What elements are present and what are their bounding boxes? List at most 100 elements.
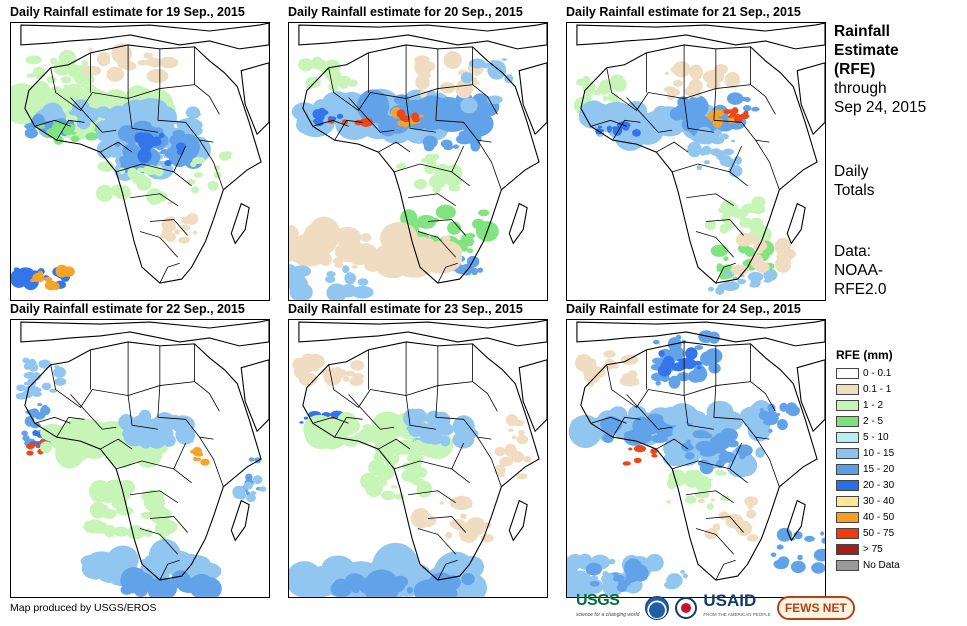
country-border (405, 98, 436, 133)
country-border (715, 262, 736, 284)
legend-label: > 75 (863, 543, 883, 555)
country-border (656, 141, 689, 153)
country-border (705, 219, 744, 236)
country-border (612, 119, 641, 141)
country-border (127, 395, 158, 430)
country-border (683, 46, 751, 99)
country-border (130, 193, 178, 206)
country-border (405, 46, 473, 99)
legend-item: 1 - 2 (836, 397, 956, 413)
product-title: Rainfall Estimate (RFE) through Sep 24, … (834, 22, 926, 117)
data-line: RFE2.0 (834, 281, 887, 298)
country-border (378, 438, 411, 450)
map-panel-24-sep: Daily Rainfall estimate for 24 Sep., 201… (566, 302, 826, 598)
country-border (417, 231, 457, 258)
country-border (334, 416, 363, 438)
country-border (100, 438, 133, 450)
coastline (518, 359, 547, 433)
data-line: Data: (834, 243, 872, 260)
country-borders (576, 23, 825, 284)
legend-item: 20 - 30 (836, 477, 956, 493)
country-border (683, 395, 714, 430)
country-border (435, 416, 492, 440)
country-border (116, 460, 192, 484)
legend-item: 10 - 15 (836, 445, 956, 461)
country-border (477, 436, 502, 487)
legend-swatch (836, 527, 859, 539)
coastline (576, 23, 825, 50)
legend-item: 30 - 40 (836, 493, 956, 509)
usgs-tagline: science for a changing world (576, 612, 640, 618)
legend-item: No Data (836, 557, 956, 573)
legend-swatch (836, 543, 859, 555)
legend-swatch (836, 383, 859, 395)
country-border (34, 416, 71, 424)
country-border (427, 219, 466, 236)
country-border (157, 119, 214, 143)
country-border (626, 394, 673, 430)
country-border (157, 48, 161, 121)
country-border (157, 416, 214, 440)
legend-swatch (836, 559, 859, 571)
legend-swatch (836, 415, 859, 427)
country-border (173, 442, 187, 470)
country-border (435, 345, 439, 418)
country-border (672, 460, 748, 484)
country-border (590, 119, 627, 127)
country-border (149, 219, 188, 236)
totals-label: Daily Totals (834, 162, 875, 200)
noaa-logo-icon (645, 596, 670, 620)
legend-label: 50 - 75 (863, 527, 895, 539)
country-border (127, 98, 158, 133)
panel-title: Daily Rainfall estimate for 22 Sep., 201… (10, 302, 245, 316)
country-border (695, 528, 735, 555)
country-border (713, 345, 717, 418)
legend-label: 0 - 0.1 (863, 367, 892, 379)
country-border (656, 438, 689, 450)
country-border (348, 97, 395, 133)
country-border (408, 490, 456, 503)
country-border (606, 341, 685, 408)
rainfall-overlay (289, 353, 532, 597)
country-border (159, 262, 180, 284)
legend-label: 20 - 30 (863, 479, 895, 491)
country-border (328, 44, 407, 111)
country-border (334, 119, 363, 141)
country-border (408, 193, 456, 206)
legend-item: 50 - 75 (836, 525, 956, 541)
usaid-seal-icon (675, 597, 698, 619)
legend-label: 5 - 10 (863, 431, 889, 443)
legend-swatch (836, 367, 859, 379)
country-border (715, 559, 736, 581)
country-borders (576, 320, 825, 581)
country-border (405, 395, 436, 430)
rainfall-map (10, 22, 270, 301)
country-border (713, 48, 717, 121)
country-border (70, 394, 117, 430)
usaid-tagline: FROM THE AMERICAN PEOPLE (703, 612, 771, 617)
coastline (508, 499, 528, 542)
country-border (755, 436, 780, 487)
panel-title: Daily Rainfall estimate for 24 Sep., 201… (566, 302, 801, 316)
rainfall-map (566, 319, 826, 598)
country-border (194, 84, 220, 115)
coastline (796, 359, 825, 433)
country-border (477, 139, 502, 190)
totals-line: Totals (834, 182, 875, 199)
rainfall-overlay (15, 357, 267, 597)
legend-label: 2 - 5 (863, 415, 884, 427)
coastline (298, 23, 547, 50)
through-date: Sep 24, 2015 (834, 99, 927, 116)
legend-label: 0.1 - 1 (863, 383, 892, 395)
country-border (378, 141, 411, 153)
country-border (686, 490, 734, 503)
title-line: Rainfall (834, 23, 890, 40)
rainfall-map (288, 319, 548, 598)
fews-net-logo: FEWS NET (776, 596, 855, 620)
country-border (626, 97, 673, 133)
data-source: Data: NOAA- RFE2.0 (834, 242, 887, 299)
country-border (435, 119, 492, 143)
coastline (230, 499, 250, 542)
panel-title: Daily Rainfall estimate for 20 Sep., 201… (288, 5, 523, 19)
country-border (127, 46, 195, 99)
